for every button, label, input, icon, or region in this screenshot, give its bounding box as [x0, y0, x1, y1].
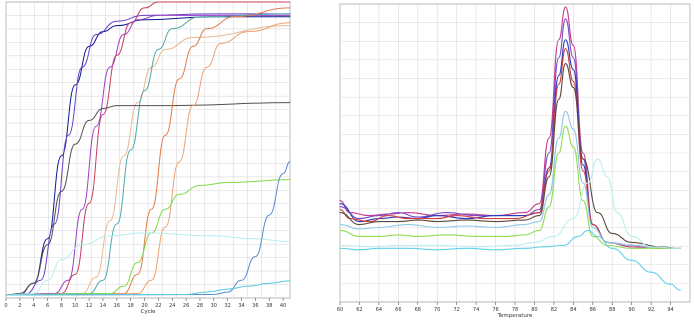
series-line-7 [339, 125, 681, 249]
series-line-8 [339, 158, 681, 249]
series-group [339, 6, 681, 291]
series-line-6 [5, 13, 291, 296]
x-tick-label: 20 [141, 303, 147, 309]
grid-lines [5, 1, 291, 299]
x-tick-label: 84 [570, 307, 576, 313]
x-tick-label: 40 [280, 303, 286, 309]
x-tick-label: 72 [453, 307, 459, 313]
x-axis-title: Temperature [497, 313, 533, 319]
series-group [5, 1, 291, 296]
x-tick-label: 12 [86, 303, 92, 309]
x-tick-label: 88 [609, 307, 615, 313]
x-tick-label: 14 [100, 303, 106, 309]
x-tick-label: 2 [18, 303, 21, 309]
x-axis-ticks: 0 2 4 6 8 10 12 14 16 18 20 22 24 26 28 30 32 34 36 38 40 [4, 298, 286, 309]
x-tick-label: 78 [512, 307, 518, 313]
x-tick-label: 66 [395, 307, 401, 313]
x-tick-label: 8 [60, 303, 63, 309]
x-tick-label: 32 [224, 303, 230, 309]
series-line-7 [5, 102, 291, 296]
x-tick-label: 90 [628, 307, 634, 313]
x-tick-label: 60 [337, 307, 343, 313]
x-tick-label: 62 [356, 307, 362, 313]
series-line-10 [5, 179, 291, 296]
x-tick-label: 80 [531, 307, 537, 313]
x-tick-label: 34 [238, 303, 244, 309]
x-tick-label: 94 [667, 307, 673, 313]
x-tick-label: 86 [590, 307, 596, 313]
x-tick-label: 18 [127, 303, 133, 309]
melt-curve-panel: 60 62 64 66 68 70 72 74 76 78 80 82 84 86 88 90 92 94 Temp… [324, 0, 694, 324]
series-line-8 [5, 7, 291, 296]
x-axis-title: Cycle [140, 309, 156, 315]
series-line-9 [339, 229, 681, 291]
amplification-plot-panel: 0 2 4 6 8 10 12 14 16 18 20 22 24 26 28 30 32 34 36 38 40 Cyc… [0, 0, 296, 324]
x-tick-label: 30 [211, 303, 217, 309]
x-tick-label: 92 [648, 307, 654, 313]
series-line-4 [5, 14, 291, 296]
x-tick-label: 10 [72, 303, 78, 309]
x-tick-label: 64 [376, 307, 382, 313]
x-tick-label: 28 [197, 303, 203, 309]
series-line-3 [5, 1, 291, 296]
series-line-13 [5, 280, 291, 296]
x-axis-ticks: 60 62 64 66 68 70 72 74 76 78 80 82 84 86 88 90 92 94 [337, 302, 674, 313]
x-tick-label: 76 [492, 307, 498, 313]
x-tick-label: 4 [32, 303, 35, 309]
x-tick-label: 16 [114, 303, 120, 309]
x-tick-label: 70 [434, 307, 440, 313]
series-line-11 [5, 232, 291, 296]
x-tick-label: 82 [551, 307, 557, 313]
amplification-chart: 0 2 4 6 8 10 12 14 16 18 20 22 24 26 28 30 32 34 36 38 40Cyc… [4, 1, 291, 315]
x-tick-label: 38 [266, 303, 272, 309]
x-tick-label: 68 [415, 307, 421, 313]
series-line-6 [339, 110, 681, 249]
x-tick-label: 22 [155, 303, 161, 309]
series-line-5 [339, 63, 681, 249]
series-line-9 [5, 22, 291, 296]
x-tick-label: 36 [252, 303, 258, 309]
series-line-5 [5, 25, 291, 296]
melt-curve-chart: 60 62 64 66 68 70 72 74 76 78 80 82 84 86 88 90 92 94 Temp… [337, 3, 691, 319]
x-tick-label: 6 [46, 303, 49, 309]
x-tick-label: 24 [169, 303, 175, 309]
x-tick-label: 74 [473, 307, 479, 313]
x-tick-label: 0 [4, 303, 7, 309]
x-tick-label: 26 [183, 303, 189, 309]
